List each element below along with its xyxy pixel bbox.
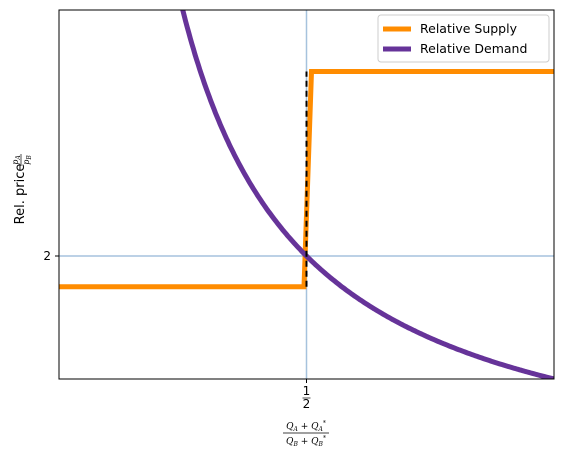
- legend-label-supply: Relative Supply: [420, 21, 518, 36]
- y-label-frac-num: pA: [11, 155, 22, 165]
- y-tick-label: 2: [43, 249, 51, 263]
- x-tick-label-num: 1: [303, 384, 311, 398]
- x-label-num: QA + QA*: [286, 420, 326, 433]
- svg-text:Rel. price: Rel. price: [13, 164, 28, 225]
- x-label-den: QB + QB*: [286, 435, 326, 448]
- legend-label-demand: Relative Demand: [420, 41, 527, 56]
- y-label-frac-den: pB: [22, 155, 33, 165]
- series-line-relative-demand: [180, 10, 554, 379]
- x-axis-label: QA + QA* QB + QB*: [283, 420, 329, 448]
- y-axis-label-text: Rel. price: [13, 164, 28, 225]
- x-tick-label-den: 2: [303, 397, 311, 411]
- series-line-relative-supply: [59, 69, 554, 290]
- y-axis-label: Rel. price: [13, 164, 28, 225]
- y-axis-label-fraction: pA pB: [11, 154, 33, 166]
- legend: Relative Supply Relative Demand: [377, 14, 550, 63]
